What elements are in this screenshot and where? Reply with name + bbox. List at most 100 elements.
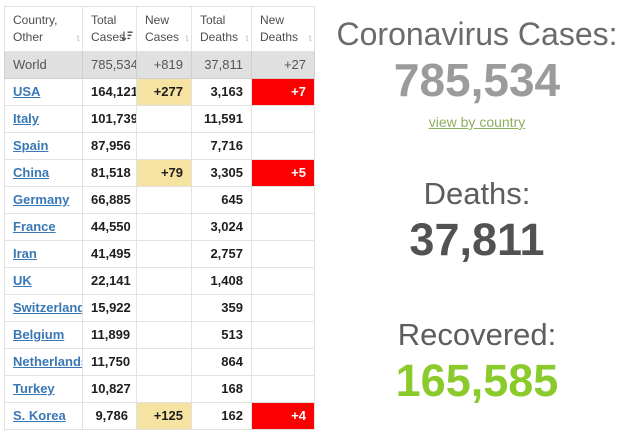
header-country-label: Country, Other xyxy=(13,13,58,44)
country-cell: China xyxy=(4,158,83,187)
new-deaths-cell: +7 xyxy=(251,77,315,106)
country-cell: Belgium xyxy=(4,320,83,349)
new-deaths-cell xyxy=(251,347,315,376)
new-cases-cell xyxy=(136,239,192,268)
country-link[interactable]: Belgium xyxy=(13,327,65,343)
new-cases-cell xyxy=(136,185,192,214)
new-cases-cell: +819 xyxy=(136,50,192,79)
total-deaths-cell: 645 xyxy=(191,185,252,214)
header-total-cases[interactable]: Total Cases xyxy=(82,6,137,52)
new-deaths-cell xyxy=(251,374,315,403)
table-row: Belgium 11,899 513 xyxy=(4,320,315,349)
header-total-deaths[interactable]: Total Deaths ↑↓ xyxy=(191,6,252,52)
new-deaths-cell xyxy=(251,320,315,349)
deaths-label: Deaths: xyxy=(423,175,531,211)
new-cases-cell: +79 xyxy=(136,158,192,187)
table-row: Turkey 10,827 168 xyxy=(4,374,315,403)
new-cases-cell xyxy=(136,293,192,322)
total-cases-cell: 164,121 xyxy=(82,77,137,106)
new-deaths-cell xyxy=(251,266,315,295)
new-deaths-cell xyxy=(251,185,315,214)
table-row: Switzerland 15,922 359 xyxy=(4,293,315,322)
total-deaths-cell: 864 xyxy=(191,347,252,376)
country-cell: Germany xyxy=(4,185,83,214)
total-deaths-cell: 7,716 xyxy=(191,131,252,160)
recovered-label: Recovered: xyxy=(397,317,557,353)
total-cases-cell: 81,518 xyxy=(82,158,137,187)
table-header-row: Country, Other ↑↓ Total Cases New Cases ↑↓ xyxy=(4,6,315,52)
country-link[interactable]: Germany xyxy=(13,192,70,208)
table-row: S. Korea 9,786 +125 162 +4 xyxy=(4,401,315,430)
country-cell: Turkey xyxy=(4,374,83,403)
total-cases-cell: 41,495 xyxy=(82,239,137,268)
country-link[interactable]: UK xyxy=(13,273,32,289)
new-cases-cell: +277 xyxy=(136,77,192,106)
deaths-count: 37,811 xyxy=(409,213,545,265)
cases-count: 785,534 xyxy=(393,54,561,106)
total-cases-cell: 101,739 xyxy=(82,104,137,133)
total-cases-cell: 15,922 xyxy=(82,293,137,322)
table-row: France 44,550 3,024 xyxy=(4,212,315,241)
new-deaths-cell: +5 xyxy=(251,158,315,187)
sort-icon: ↑↓ xyxy=(244,32,250,44)
header-total-deaths-label: Total Deaths xyxy=(200,13,239,44)
table-row: Iran 41,495 2,757 xyxy=(4,239,315,268)
sort-desc-icon xyxy=(121,30,133,45)
header-country[interactable]: Country, Other ↑↓ xyxy=(4,6,83,52)
total-deaths-cell: 513 xyxy=(191,320,252,349)
total-cases-cell: 785,534 xyxy=(82,50,137,79)
total-deaths-cell: 11,591 xyxy=(191,104,252,133)
table-row: Spain 87,956 7,716 xyxy=(4,131,315,160)
total-deaths-cell: 359 xyxy=(191,293,252,322)
total-cases-cell: 66,885 xyxy=(82,185,137,214)
total-deaths-cell: 168 xyxy=(191,374,252,403)
new-deaths-cell xyxy=(251,104,315,133)
header-total-cases-label: Total Cases xyxy=(91,13,126,44)
country-link[interactable]: S. Korea xyxy=(13,408,66,424)
country-cell: World xyxy=(4,50,83,79)
country-link[interactable]: Italy xyxy=(13,111,40,127)
header-new-deaths-label: New Deaths xyxy=(260,13,299,44)
total-cases-cell: 10,827 xyxy=(82,374,137,403)
new-deaths-cell xyxy=(251,212,315,241)
world-row: World 785,534 +819 37,811 +27 xyxy=(4,50,315,79)
country-cell: Switzerland xyxy=(4,293,83,322)
table-row: Netherlands 11,750 864 xyxy=(4,347,315,376)
table-row: Italy 101,739 11,591 xyxy=(4,104,315,133)
total-deaths-cell: 3,305 xyxy=(191,158,252,187)
country-link[interactable]: Netherlands xyxy=(13,354,83,370)
new-deaths-cell: +27 xyxy=(251,50,315,79)
country-cell: Spain xyxy=(4,131,83,160)
new-cases-cell xyxy=(136,131,192,160)
table-row: Germany 66,885 645 xyxy=(4,185,315,214)
total-deaths-cell: 37,811 xyxy=(191,50,252,79)
country-link[interactable]: France xyxy=(13,219,56,235)
country-link[interactable]: Iran xyxy=(13,246,37,262)
country-cell: USA xyxy=(4,77,83,106)
total-cases-cell: 11,899 xyxy=(82,320,137,349)
country-cell: UK xyxy=(4,266,83,295)
new-deaths-cell xyxy=(251,293,315,322)
country-cell: Italy xyxy=(4,104,83,133)
sort-icon: ↑↓ xyxy=(75,32,81,44)
header-new-cases[interactable]: New Cases ↑↓ xyxy=(136,6,192,52)
sort-icon: ↑↓ xyxy=(307,32,313,44)
new-deaths-cell xyxy=(251,131,315,160)
new-cases-cell xyxy=(136,212,192,241)
main-counters-panel: Coronavirus Cases: 785,534 view by count… xyxy=(314,0,640,434)
cases-label: Coronavirus Cases: xyxy=(336,16,618,52)
cases-table-body: World 785,534 +819 37,811 +27 USA 164,121 +277 3… xyxy=(4,50,315,430)
country-cell: S. Korea xyxy=(4,401,83,430)
table-row: China 81,518 +79 3,305 +5 xyxy=(4,158,315,187)
view-by-country-link[interactable]: view by country xyxy=(428,113,526,130)
new-cases-cell xyxy=(136,104,192,133)
country-link[interactable]: Switzerland xyxy=(13,300,83,316)
country-link[interactable]: USA xyxy=(13,84,41,100)
new-deaths-cell xyxy=(251,239,315,268)
new-deaths-cell: +4 xyxy=(251,401,315,430)
country-link[interactable]: China xyxy=(13,165,50,181)
country-link[interactable]: Turkey xyxy=(13,381,55,397)
header-new-deaths[interactable]: New Deaths ↑↓ xyxy=(251,6,315,52)
country-link[interactable]: Spain xyxy=(13,138,49,154)
new-cases-cell xyxy=(136,374,192,403)
